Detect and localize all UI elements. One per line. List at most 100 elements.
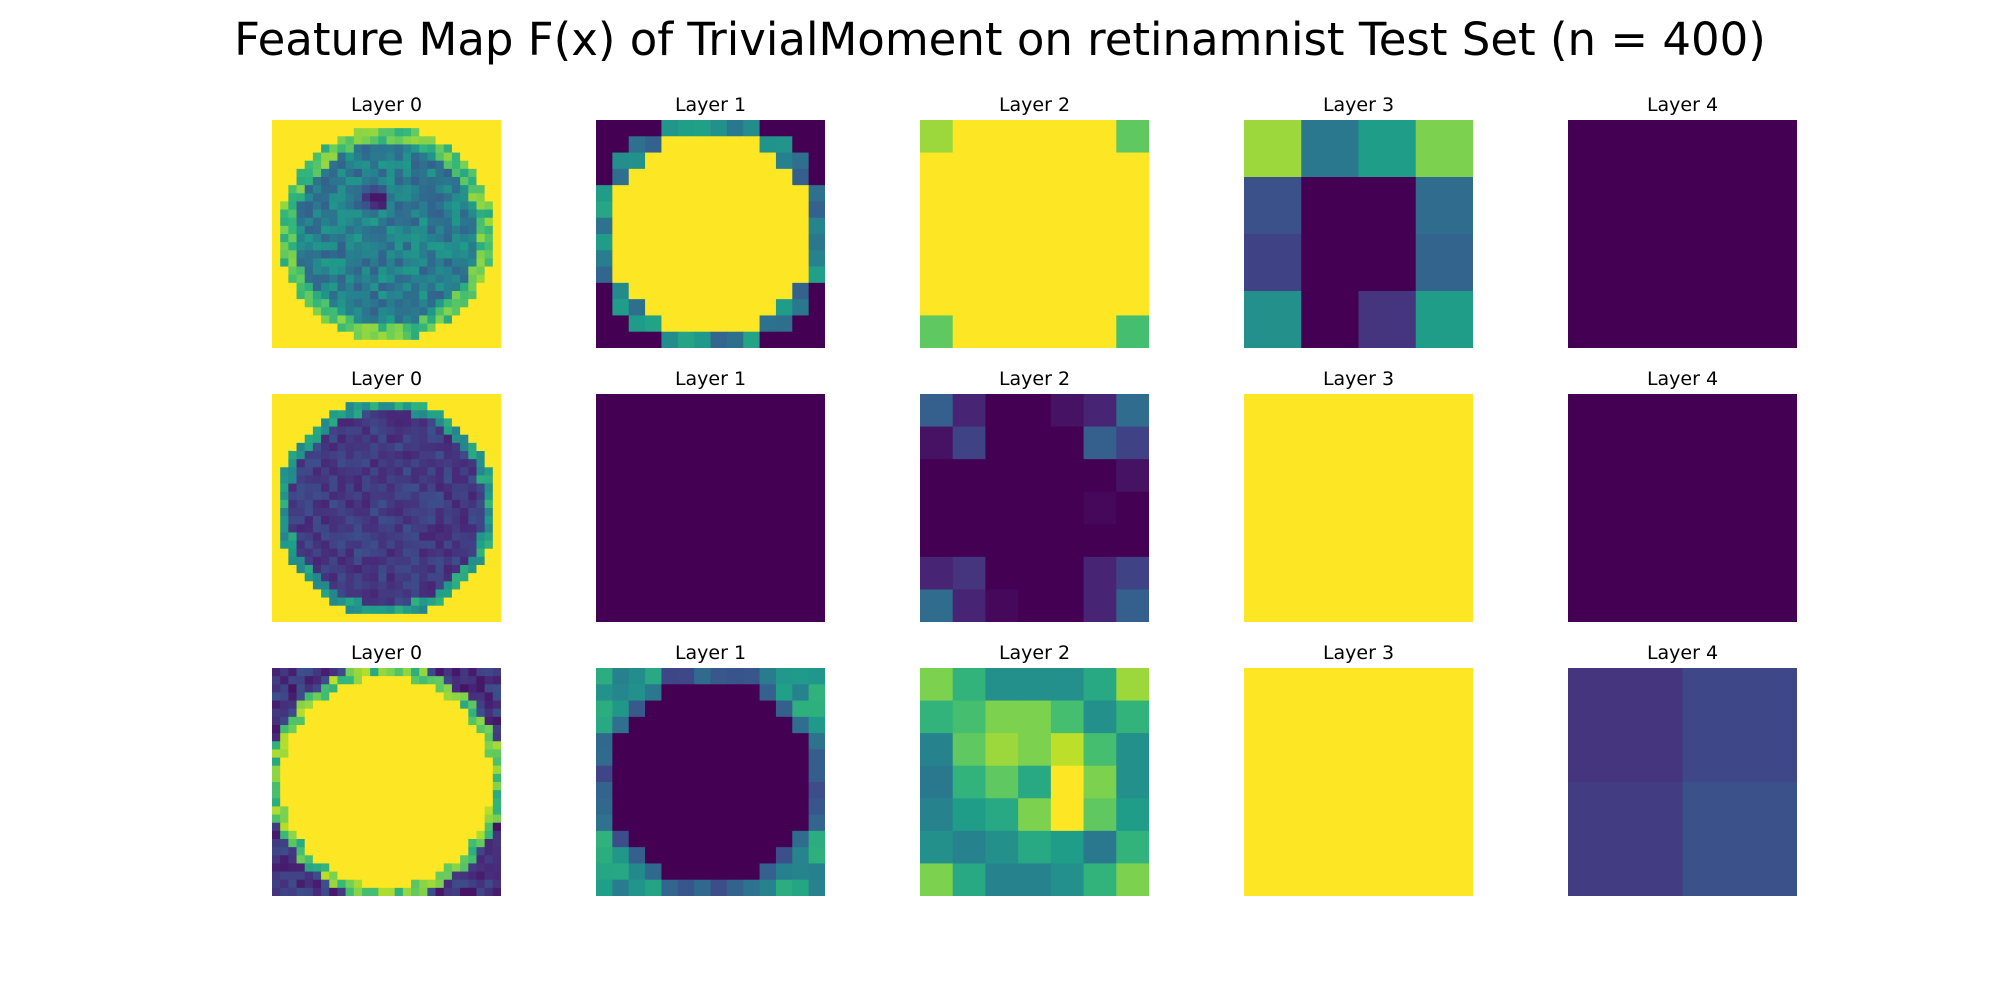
heatmap-cell (337, 806, 347, 816)
heatmap-cell (677, 716, 695, 734)
heatmap-cell (280, 299, 289, 308)
heatmap-cell (402, 282, 412, 292)
heatmap-cell (476, 589, 486, 599)
heatmap-cell (661, 217, 679, 235)
heatmap-cell (451, 573, 461, 582)
heatmap-cell (694, 814, 712, 832)
heatmap-cell (443, 822, 453, 832)
heatmap-cell (353, 282, 363, 292)
heatmap-cell (296, 128, 306, 137)
heatmap-cell (476, 556, 486, 566)
heatmap-cell (411, 152, 420, 162)
heatmap-cell (694, 250, 712, 268)
heatmap-cell (1050, 700, 1085, 734)
heatmap-cell (296, 676, 306, 685)
heatmap-cell (288, 708, 298, 718)
heatmap-cell (345, 597, 355, 607)
heatmap-cell (272, 410, 281, 420)
heatmap-cell (296, 282, 306, 292)
heatmap-cell (361, 193, 371, 203)
heatmap-cell (394, 684, 404, 694)
heatmap-cell (329, 605, 339, 615)
heatmap-cell (1018, 459, 1052, 493)
heatmap-cell (694, 668, 712, 685)
heatmap-cell (411, 556, 420, 566)
heatmap-cell (378, 613, 388, 622)
heatmap-cell (1358, 451, 1417, 509)
heatmap-cell (435, 291, 445, 300)
heatmap-cell (726, 573, 744, 591)
heatmap-cell (361, 144, 371, 154)
heatmap-cell (726, 250, 744, 268)
heatmap (1568, 120, 1797, 348)
heatmap-cell (759, 573, 777, 591)
heatmap-cell (304, 120, 314, 129)
heatmap-cell (361, 234, 371, 243)
heatmap-cell (492, 274, 501, 284)
heatmap-cell (321, 274, 330, 284)
heatmap-cell (628, 765, 646, 783)
heatmap-cell (280, 749, 289, 759)
heatmap-cell (361, 749, 371, 759)
heatmap-cell (402, 716, 412, 726)
heatmap-cell (468, 434, 478, 444)
heatmap-cell (460, 749, 469, 759)
heatmap-cell (492, 741, 501, 751)
heatmap-cell (443, 863, 453, 873)
heatmap-cell (329, 692, 339, 702)
heatmap-cell (353, 250, 363, 260)
heatmap-cell (304, 410, 314, 420)
heatmap (1244, 394, 1473, 622)
heatmap-cell (296, 573, 306, 582)
heatmap-cell (321, 757, 330, 767)
heatmap-cell (272, 299, 281, 308)
heatmap-cell (361, 668, 371, 677)
heatmap-cell (468, 855, 478, 865)
heatmap-cell (628, 315, 646, 333)
heatmap-cell (321, 193, 330, 203)
heatmap-cell (361, 136, 371, 146)
heatmap-cell (1083, 185, 1117, 219)
heatmap-cell (443, 516, 453, 525)
heatmap-cell (321, 339, 330, 348)
heatmap-cell (370, 282, 379, 292)
heatmap-cell (394, 765, 404, 775)
heatmap-cell (1116, 765, 1149, 799)
heatmap-cell (386, 573, 396, 582)
heatmap-cell (726, 442, 744, 460)
heatmap-cell (280, 782, 289, 791)
heatmap-cell (1301, 565, 1360, 622)
heatmap-cell (361, 120, 371, 129)
heatmap-cell (272, 291, 281, 300)
heatmap-cell (460, 426, 469, 436)
subplot-r1-c1: Layer 1 (596, 368, 825, 622)
heatmap-cell (321, 266, 330, 276)
heatmap-cell (743, 201, 761, 219)
heatmap-cell (677, 426, 695, 444)
heatmap-cell (296, 749, 306, 759)
heatmap-cell (411, 258, 420, 268)
heatmap-cell (661, 315, 679, 333)
heatmap-cell (677, 152, 695, 170)
heatmap-cell (337, 442, 347, 452)
heatmap-cell (288, 483, 298, 493)
heatmap-cell (484, 225, 494, 235)
heatmap-cell (920, 863, 954, 896)
heatmap-cell (280, 676, 289, 685)
heatmap-cell (312, 741, 322, 751)
heatmap-cell (402, 185, 412, 194)
heatmap-cell (304, 871, 314, 881)
heatmap-cell (427, 282, 437, 292)
heatmap-cell (1358, 177, 1417, 235)
heatmap-cell (386, 782, 396, 791)
heatmap-cell (280, 475, 289, 485)
heatmap-cell (476, 402, 486, 411)
heatmap-cell (312, 879, 322, 889)
heatmap-cell (443, 120, 453, 129)
heatmap-cell (386, 725, 396, 734)
heatmap-cell (443, 879, 453, 889)
heatmap-cell (694, 524, 712, 542)
heatmap-cell (792, 589, 810, 607)
heatmap-cell (272, 152, 281, 162)
heatmap-cell (296, 565, 306, 574)
